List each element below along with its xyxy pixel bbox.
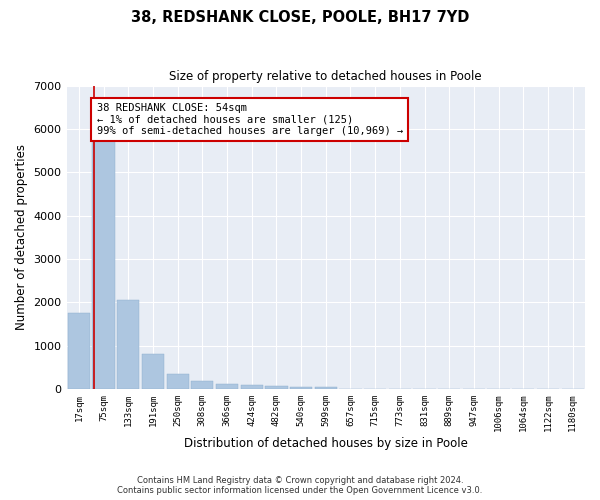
Bar xyxy=(142,354,164,389)
Bar xyxy=(216,384,238,389)
Bar xyxy=(68,313,90,389)
Bar xyxy=(167,374,189,389)
Bar xyxy=(191,382,214,389)
Bar xyxy=(92,138,115,389)
Title: Size of property relative to detached houses in Poole: Size of property relative to detached ho… xyxy=(169,70,482,83)
Bar xyxy=(117,300,139,389)
Y-axis label: Number of detached properties: Number of detached properties xyxy=(15,144,28,330)
Text: Contains HM Land Registry data © Crown copyright and database right 2024.
Contai: Contains HM Land Registry data © Crown c… xyxy=(118,476,482,495)
Bar xyxy=(290,387,312,389)
Bar xyxy=(265,386,287,389)
Text: 38 REDSHANK CLOSE: 54sqm
← 1% of detached houses are smaller (125)
99% of semi-d: 38 REDSHANK CLOSE: 54sqm ← 1% of detache… xyxy=(97,103,403,136)
Text: 38, REDSHANK CLOSE, POOLE, BH17 7YD: 38, REDSHANK CLOSE, POOLE, BH17 7YD xyxy=(131,10,469,25)
Bar xyxy=(314,387,337,389)
Bar xyxy=(241,384,263,389)
X-axis label: Distribution of detached houses by size in Poole: Distribution of detached houses by size … xyxy=(184,437,468,450)
